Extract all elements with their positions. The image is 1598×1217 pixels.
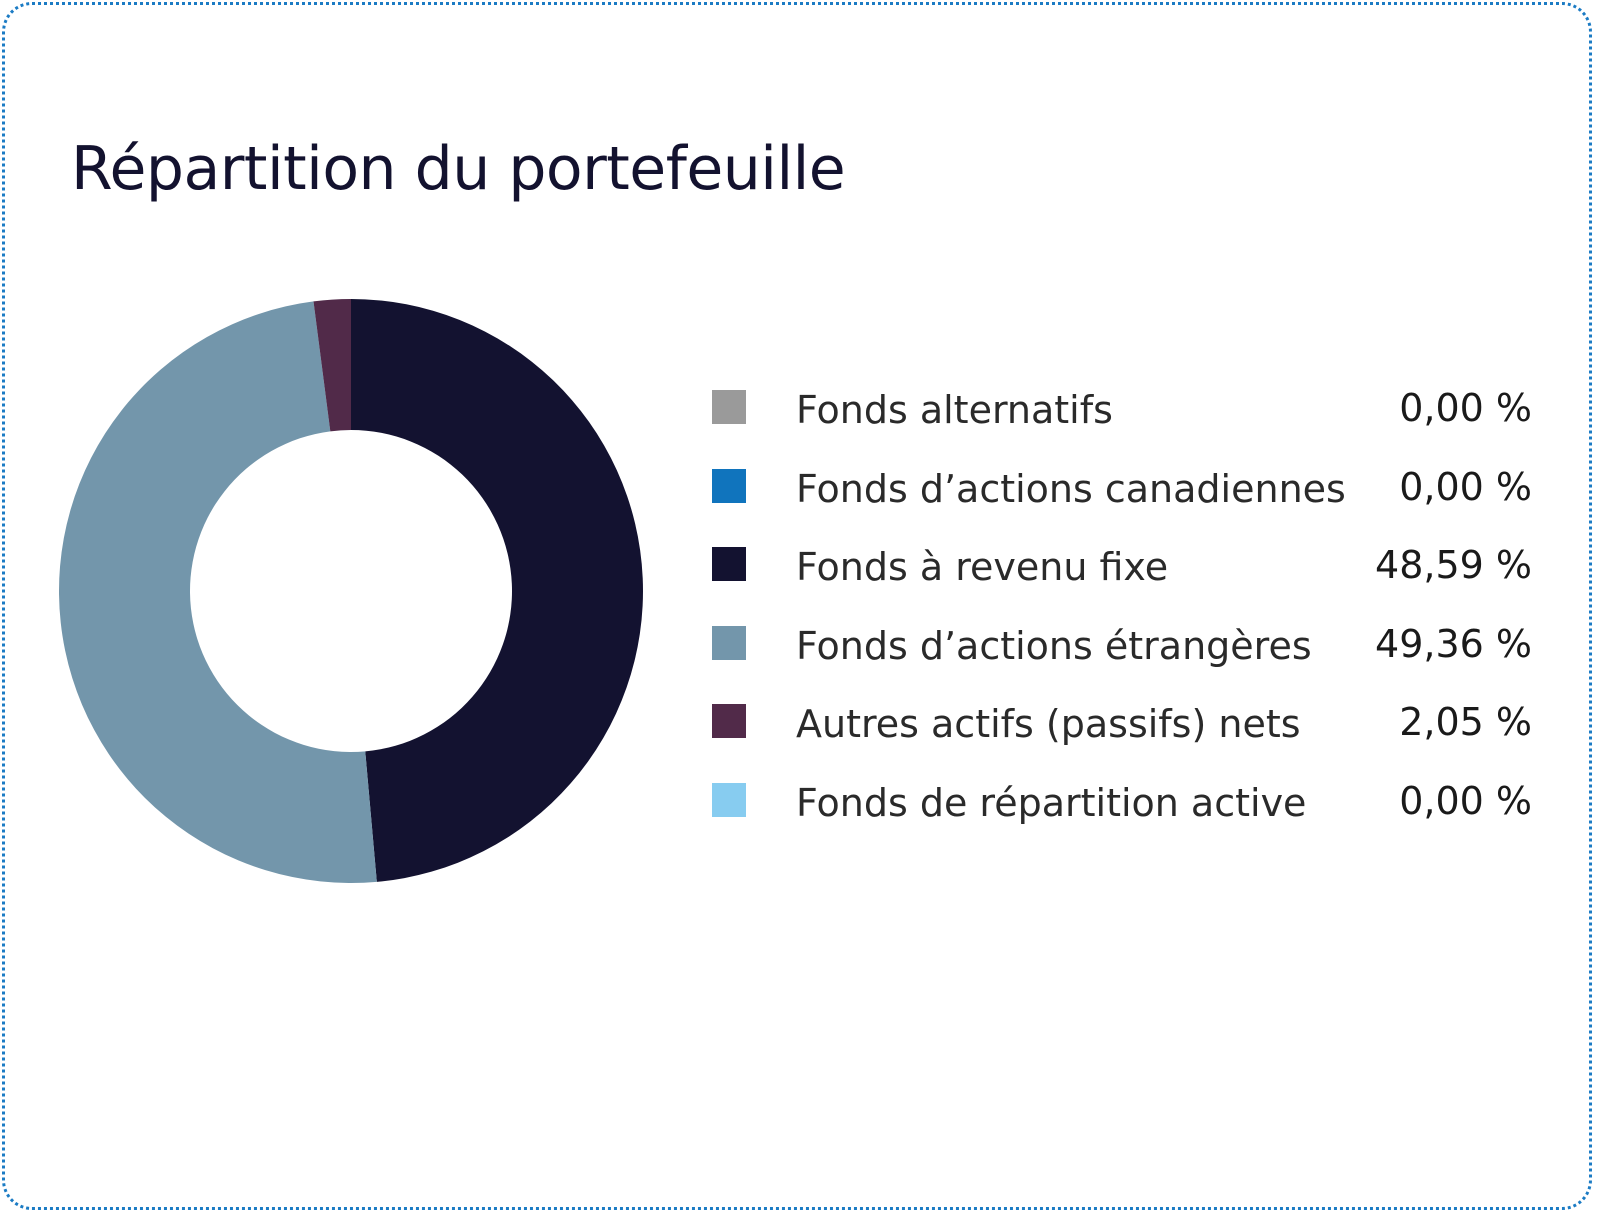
legend-label: Fonds d’actions canadiennes (796, 466, 1346, 511)
donut-chart (59, 299, 643, 883)
legend-value: 49,36 % (1375, 621, 1532, 666)
legend-value: 2,05 % (1399, 700, 1532, 744)
legend-value: 0,00 % (1399, 386, 1532, 430)
legend-swatch (712, 625, 746, 660)
legend-swatch (712, 390, 746, 424)
legend-swatch (712, 704, 746, 738)
legend-swatch (712, 468, 746, 503)
legend-value: 48,59 % (1375, 543, 1532, 587)
legend-label: Autres actifs (passifs) nets (796, 702, 1301, 746)
legend-item: Fonds à revenu fixe 48,59 % (712, 543, 1532, 624)
chart-title: Répartition du portefeuille (71, 134, 846, 204)
legend-swatch (712, 547, 746, 581)
legend-value: 0,00 % (1399, 778, 1532, 823)
legend-item: Fonds d’actions étrangères 49,36 % (712, 621, 1532, 703)
legend-label: Fonds à revenu fixe (796, 545, 1169, 589)
legend-swatch (712, 782, 746, 817)
donut-slice (351, 299, 643, 882)
donut-slice (313, 299, 351, 432)
legend-label: Fonds alternatifs (796, 388, 1113, 432)
donut-slice (59, 301, 377, 883)
legend-item: Autres actifs (passifs) nets 2,05 % (712, 700, 1532, 781)
legend-item: Fonds alternatifs 0,00 % (712, 386, 1532, 467)
legend-item: Fonds d’actions canadiennes 0,00 % (712, 464, 1532, 546)
legend-item: Fonds de répartition active 0,00 % (712, 778, 1532, 860)
legend-value: 0,00 % (1399, 464, 1532, 509)
legend-label: Fonds de répartition active (796, 780, 1307, 825)
legend-label: Fonds d’actions étrangères (796, 623, 1312, 668)
chart-legend: Fonds alternatifs 0,00 % Fonds d’actions… (712, 386, 1532, 860)
